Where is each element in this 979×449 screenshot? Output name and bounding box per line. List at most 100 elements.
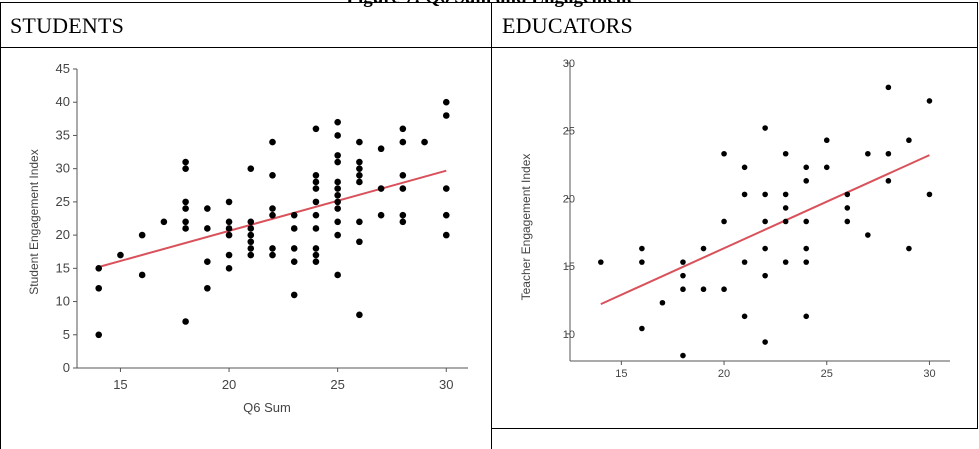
students-data-point (182, 165, 189, 172)
educators-data-point (721, 150, 727, 157)
educators-data-point (926, 191, 933, 198)
students-data-point (356, 172, 363, 179)
students-data-point (269, 205, 276, 212)
students-data-point (334, 178, 341, 186)
students-y-tick-label: 10 (56, 294, 70, 309)
educators-data-point (639, 325, 645, 332)
students-data-point (399, 218, 407, 226)
students-data-point (312, 211, 320, 219)
figure-caption: Figure 7: Q6 Sum and Engagement (0, 0, 979, 9)
educators-scatter-chart: Teacher Engagement Index 10 15 20 25 30 15 20 2… (492, 48, 977, 428)
educators-data-point (844, 205, 851, 211)
students-data-point (356, 218, 363, 226)
educators-y-axis-label: Teacher Engagement Index (519, 154, 533, 301)
educators-data-point (782, 191, 789, 198)
students-data-point (247, 225, 255, 232)
students-data-point (312, 245, 320, 252)
students-fit-line (98, 169, 447, 268)
educators-data-point (721, 218, 727, 225)
students-y-tick-label: 20 (56, 227, 70, 242)
students-data-point (312, 225, 320, 232)
students-scatter-chart: Student Engagement Index Q6 Sum 0 5 10 15 20… (1, 48, 490, 428)
educators-data-point (700, 286, 707, 293)
students-data-point (182, 158, 189, 166)
educators-data-point (700, 245, 707, 252)
students-y-tick-label: 5 (63, 327, 70, 342)
students-data-point (204, 258, 211, 265)
educators-data-point (803, 218, 810, 225)
students-data-point (225, 231, 233, 239)
students-data-point (247, 218, 255, 226)
educators-data-point (762, 272, 768, 279)
students-data-point (312, 198, 320, 206)
students-data-point (399, 211, 407, 219)
educators-data-point (906, 245, 912, 252)
students-data-point (269, 211, 276, 219)
table-middle-divider (491, 2, 492, 449)
students-data-point (334, 158, 341, 166)
students-data-point (399, 172, 407, 179)
students-x-axis-label: Q6 Sum (243, 400, 291, 415)
students-data-point (334, 185, 341, 192)
students-data-point (334, 152, 341, 159)
educators-x-tick-label: 20 (718, 368, 730, 380)
educators-y-tick-label: 15 (563, 261, 575, 273)
educators-chart-svg: Teacher Engagement Index 10 15 20 25 30 15 20 2… (519, 58, 950, 380)
educators-data-point (680, 259, 686, 265)
students-y-tick-label: 35 (56, 127, 70, 142)
students-data-point (334, 132, 341, 139)
students-data-point (247, 165, 255, 172)
students-data-point (399, 185, 407, 192)
students-data-point (377, 211, 385, 219)
educators-x-tick-label: 15 (615, 368, 627, 380)
students-x-tick-label: 25 (330, 377, 344, 392)
educators-data-point (803, 164, 810, 171)
educators-x-tick-label: 30 (923, 368, 935, 380)
students-data-point (399, 138, 407, 146)
students-data-point (182, 218, 189, 226)
educators-data-point (639, 245, 645, 252)
educators-data-point (659, 299, 666, 306)
table-bottom-border-right (491, 428, 978, 429)
educators-fit-line (600, 154, 930, 306)
educators-data-point (741, 191, 748, 198)
educators-data-point (844, 191, 851, 198)
students-data-point (247, 231, 255, 239)
students-data-point (334, 205, 341, 212)
educators-data-point (680, 352, 686, 359)
students-data-point (290, 211, 298, 219)
educators-data-point (680, 286, 686, 293)
educators-data-point (762, 339, 768, 345)
students-data-point (247, 245, 255, 252)
educators-data-point (803, 245, 810, 252)
students-data-point (356, 165, 363, 172)
students-data-point (312, 125, 320, 133)
educators-data-point (823, 164, 830, 171)
students-data-point (290, 258, 298, 265)
students-data-point (377, 145, 385, 153)
students-data-point (225, 251, 233, 259)
table-top-border (0, 2, 978, 3)
educators-data-point (906, 137, 912, 144)
students-data-point (334, 198, 341, 206)
students-data-point (290, 291, 298, 299)
educators-data-point (598, 259, 604, 265)
students-y-tick-label: 25 (56, 194, 70, 209)
educators-y-tick-label: 25 (563, 126, 575, 138)
educators-y-tick-label: 30 (563, 58, 575, 70)
students-data-point (312, 172, 320, 179)
students-y-axis-label: Student Engagement Index (27, 149, 41, 294)
students-x-tick-label: 30 (439, 377, 453, 392)
students-chart-svg: Student Engagement Index Q6 Sum 0 5 10 15 20… (27, 61, 468, 415)
educators-data-point (782, 218, 789, 225)
educators-data-point (782, 150, 789, 157)
students-data-point (377, 185, 385, 192)
students-data-point (204, 284, 211, 292)
students-x-tick-label: 20 (222, 377, 236, 392)
students-data-point (290, 225, 298, 232)
students-x-tick-label: 15 (113, 377, 127, 392)
educators-data-point (741, 164, 748, 171)
educators-data-point (680, 272, 686, 279)
students-data-point (356, 311, 363, 319)
students-data-point (204, 225, 211, 232)
